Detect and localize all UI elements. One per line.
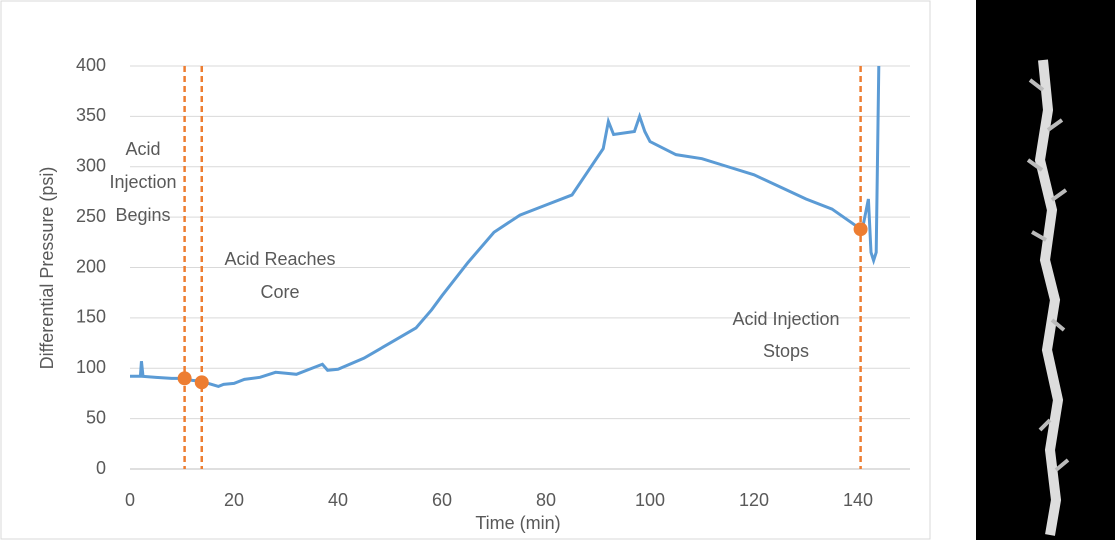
x-axis-label: Time (min) — [475, 513, 560, 533]
x-tick-label: 40 — [328, 490, 348, 510]
y-axis-label: Differential Pressure (psi) — [37, 167, 57, 370]
y-tick-label: 350 — [76, 105, 106, 125]
y-tick-label: 0 — [96, 458, 106, 478]
annotation: Begins — [115, 205, 170, 225]
y-tick-label: 300 — [76, 156, 106, 176]
y-tick-label: 200 — [76, 256, 106, 276]
wormhole-branches — [1026, 78, 1070, 472]
x-tick-label: 120 — [739, 490, 769, 510]
event-marker — [177, 371, 192, 386]
event-marker — [853, 222, 868, 237]
annotation: Acid Reaches — [224, 249, 335, 269]
x-tick-label: 60 — [432, 490, 452, 510]
y-tick-label: 250 — [76, 206, 106, 226]
x-tick-label: 80 — [536, 490, 556, 510]
y-tick-label: 100 — [76, 357, 106, 377]
x-tick-label: 100 — [635, 490, 665, 510]
annotation: Stops — [763, 341, 809, 361]
event-marker — [194, 375, 209, 390]
y-tick-label: 400 — [76, 55, 106, 75]
chart-frame — [0, 0, 931, 540]
annotation: Core — [260, 282, 299, 302]
annotation: Acid — [125, 139, 160, 159]
wormhole — [1034, 59, 1064, 536]
y-tick-label: 150 — [76, 307, 106, 327]
x-tick-label: 0 — [125, 490, 135, 510]
core-image — [976, 0, 1115, 540]
y-tick-label: 50 — [86, 407, 106, 427]
annotation: Acid Injection — [732, 309, 839, 329]
x-tick-label: 20 — [224, 490, 244, 510]
annotation: Injection — [109, 172, 176, 192]
x-tick-label: 140 — [843, 490, 873, 510]
